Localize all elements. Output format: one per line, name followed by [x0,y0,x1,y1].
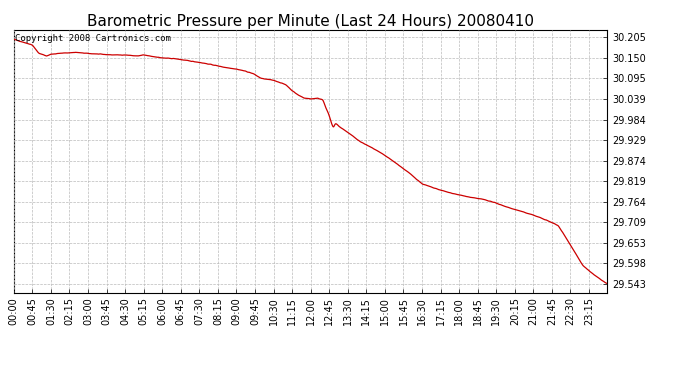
Title: Barometric Pressure per Minute (Last 24 Hours) 20080410: Barometric Pressure per Minute (Last 24 … [87,14,534,29]
Text: Copyright 2008 Cartronics.com: Copyright 2008 Cartronics.com [15,34,171,43]
